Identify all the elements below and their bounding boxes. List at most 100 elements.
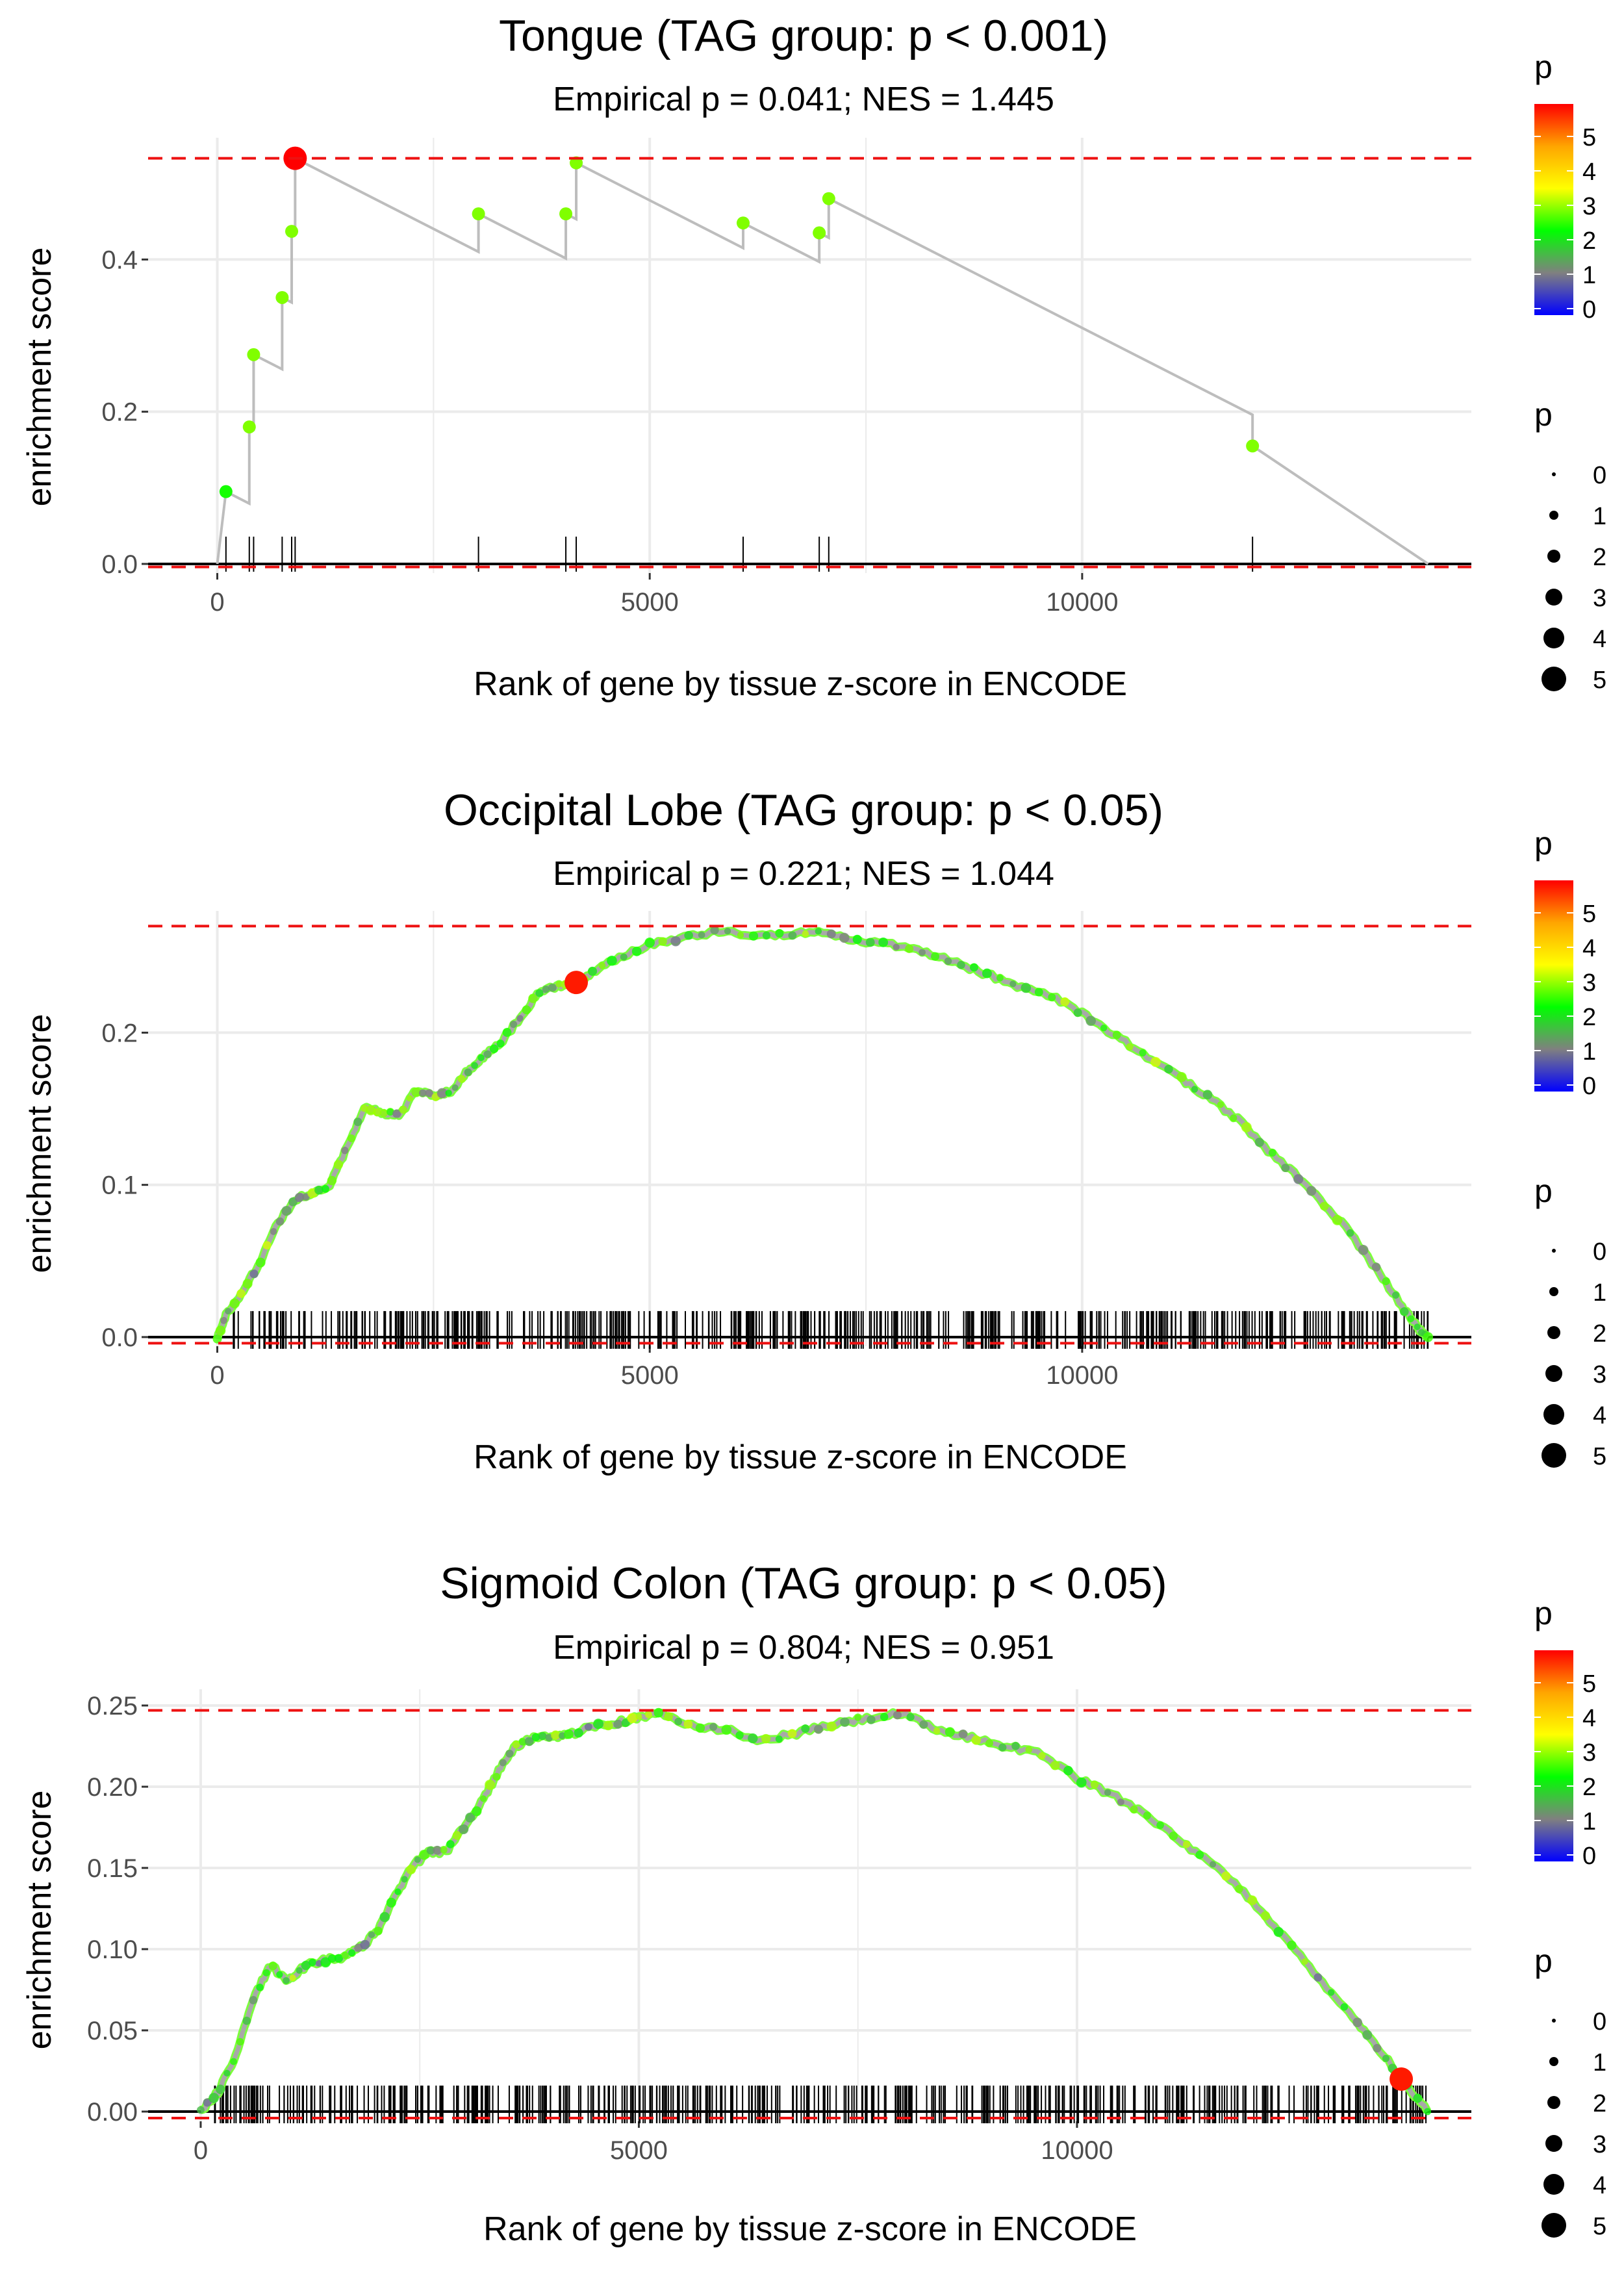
hit-point [1281,1164,1290,1172]
hit-point [281,1206,292,1216]
hit-point [1221,1871,1231,1881]
hit-point [1230,1114,1237,1122]
hit-point [1150,1056,1161,1067]
hit-point [289,1974,296,1982]
hit-point [1254,1138,1264,1147]
hit-point [695,1723,705,1733]
hit-point [538,1731,547,1741]
hit-point [1060,997,1070,1006]
size-legend-label: 5 [1593,2213,1606,2240]
size-legend-label: 1 [1593,503,1606,530]
hit-point [219,485,233,498]
color-bar-label: 2 [1582,1774,1596,1801]
hit-point [333,1160,344,1169]
y-tick-label: 0.2 [101,1019,138,1047]
size-legend-dot [1543,2174,1564,2195]
color-bar [1534,880,1573,1092]
hit-point [945,1727,955,1737]
hit-point [709,1722,718,1731]
hit-point [301,1960,311,1971]
color-legend-title: p [1534,1595,1553,1631]
hit-point [1241,1121,1252,1132]
x-tick-label: 0 [210,1361,224,1390]
size-legend-dot [1547,2096,1560,2109]
hit-point [446,1840,455,1848]
size-legend-label: 1 [1593,1279,1606,1307]
plot-area: 0 5000 10000 0.00 0.05 0.10 0.15 0.20 0.25 [87,1689,1471,2165]
hit-point [1209,1861,1217,1868]
hit-point [255,1257,266,1268]
hit-point [249,1996,258,2004]
hit-point [683,1719,693,1729]
hit-point [440,1846,448,1854]
chart-subtitle: Empirical p = 0.041; NES = 1.445 [553,81,1054,118]
legend-occipital-lobe: p 5 4 3 2 1 0 p 0 1 2 3 4 5 [1534,825,1606,1470]
color-bar-label: 3 [1582,969,1596,997]
hit-point [598,962,606,969]
hit-point [296,1967,303,1974]
hit-point [1217,1101,1224,1108]
hit-point [1038,1752,1046,1760]
size-legend-title: p [1534,1943,1553,1979]
hit-point [1076,1777,1087,1788]
hit-point [710,926,719,935]
hit-point [698,931,705,939]
hit-point [996,974,1004,982]
hit-point [1085,1016,1097,1026]
hit-point [294,1192,305,1203]
hit-point [1313,1973,1323,1982]
hit-point [815,927,822,935]
hit-point [761,1733,771,1744]
size-legend-label: 0 [1593,1238,1606,1266]
size-legend-dot [1543,1404,1564,1425]
size-legend-dot [1552,2019,1556,2023]
y-axis-label: enrichment score [21,1014,58,1273]
hit-point [472,207,485,221]
gridlines [148,138,1471,573]
hit-point [787,1729,797,1739]
hit-point [1413,2093,1423,2103]
hit-point [302,1193,310,1201]
size-legend-dot [1547,1326,1560,1339]
hit-point [247,348,260,361]
panel-sigmoid-colon: Sigmoid Colon (TAG group: p < 0.05) Empi… [21,1559,1471,2248]
hit-point [509,1021,518,1028]
hit-point [1050,1761,1060,1770]
hit-point [242,420,256,434]
hit-point [893,943,900,951]
hit-point [347,1134,355,1143]
hit-point [564,1729,574,1739]
hit-point [1104,1789,1111,1796]
hit-point [401,1876,408,1883]
hit-point [1328,1989,1335,1996]
x-axis-label: Rank of gene by tissue z-score in ENCODE [483,2210,1137,2248]
x-axis-label: Rank of gene by tissue z-score in ENCODE [474,1438,1127,1476]
hit-point [1112,1030,1121,1040]
hit-point [724,927,731,935]
size-legend-label: 3 [1593,585,1606,612]
y-tick-label: 0.4 [101,246,138,274]
hit-point [542,985,550,993]
hit-point [220,1317,227,1324]
color-legend-title: p [1534,49,1553,85]
hit-point [1371,1262,1381,1271]
hit-point [419,1849,429,1860]
size-legend-dot [1549,1287,1558,1296]
hit-point [559,207,573,221]
hit-point [368,1931,375,1939]
hit-point [958,1729,968,1739]
color-bar-label: 5 [1582,901,1596,928]
hit-point [748,931,759,941]
size-legend-title: p [1534,396,1553,433]
hit-point [1319,1201,1329,1211]
hit-point [275,290,289,304]
hit-point [483,1050,492,1058]
hit-point [1301,1958,1308,1965]
hit-point [406,1095,413,1102]
hit-point [379,1911,390,1923]
panel-tongue: Tongue (TAG group: p < 0.001) Empirical … [21,11,1471,703]
hit-point [1373,2043,1382,2053]
hit-point [613,1719,623,1729]
hit-point [1164,1064,1173,1074]
hit-point [971,1735,982,1745]
